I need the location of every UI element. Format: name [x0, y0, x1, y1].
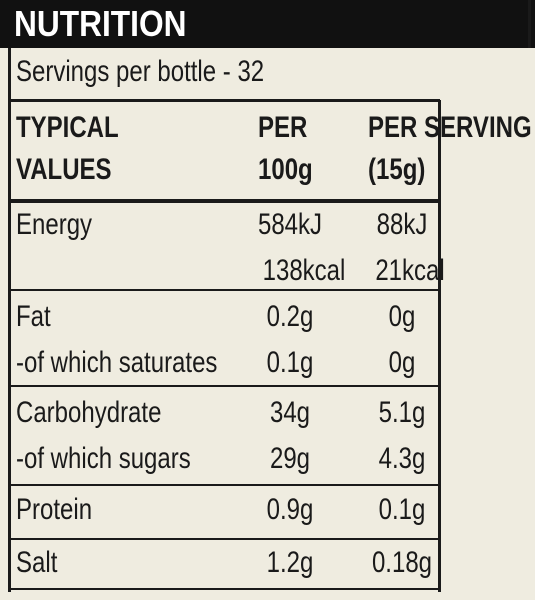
servings: Servings per bottle - 32 [16, 55, 265, 88]
per-100g: 0.9g [266, 493, 314, 526]
column-header: 100g [258, 153, 313, 186]
header-bar [0, 0, 535, 48]
per-100g: 584kJ [257, 208, 323, 241]
rule [10, 289, 440, 291]
per-100g: 29g [269, 442, 311, 475]
column-header: TYPICAL [16, 111, 119, 144]
per-serving: 0.18g [371, 546, 433, 579]
per-serving: 0g [388, 346, 416, 379]
row-label: -of which sugars [16, 442, 191, 475]
row-label: -of which saturates [16, 346, 218, 379]
border [528, 0, 531, 48]
per-100g: 0.1g [266, 346, 314, 379]
rule [10, 484, 440, 486]
column-header: PER [258, 111, 308, 144]
rule [10, 588, 440, 590]
per-100g: 138kcal [262, 254, 346, 287]
rule [10, 99, 440, 102]
per-serving: 5.1g [378, 396, 426, 429]
column-header: VALUES [16, 153, 112, 186]
per-100g: 34g [269, 396, 311, 429]
row-label: Energy [16, 208, 93, 241]
row-label: Carbohydrate [16, 396, 162, 429]
rule [10, 538, 440, 540]
per-serving: 4.3g [378, 442, 426, 475]
row-label: Protein [16, 493, 93, 526]
row-label: Salt [16, 546, 58, 579]
rule [10, 199, 440, 203]
column-header: (15g) [368, 153, 426, 186]
rule [10, 385, 440, 387]
title: NUTRITION [14, 3, 187, 44]
per-serving: 0g [388, 300, 416, 333]
border [438, 100, 441, 592]
per-100g: 1.2g [266, 546, 314, 579]
per-serving: 88kJ [376, 208, 428, 241]
per-serving: 0.1g [378, 493, 426, 526]
per-serving: 21kcal [375, 254, 445, 287]
row-label: Fat [16, 300, 51, 333]
border [8, 48, 11, 592]
column-header: PER SERVING [368, 111, 532, 144]
per-100g: 0.2g [266, 300, 314, 333]
